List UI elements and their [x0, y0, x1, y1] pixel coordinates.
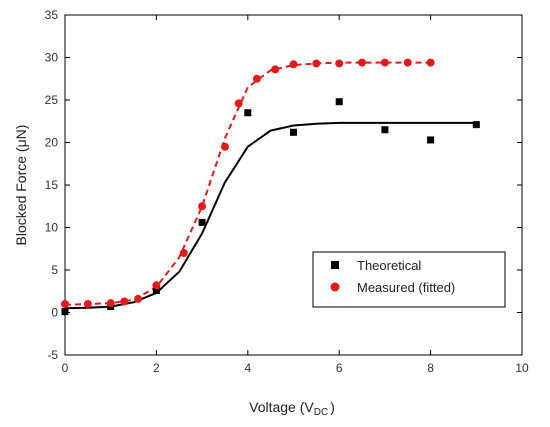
measured-point	[426, 58, 435, 67]
measured-point	[106, 299, 115, 308]
measured-point	[120, 297, 129, 306]
measured-point	[358, 58, 367, 67]
measured-point	[61, 300, 69, 308]
legend-marker-measured	[330, 282, 340, 292]
x-axis-title-subscript: DC	[314, 407, 328, 418]
measured-point	[289, 60, 298, 69]
x-tick-label: 4	[244, 361, 251, 375]
x-tick-label: 2	[153, 361, 160, 375]
theoretical-point	[335, 98, 343, 106]
measured-point	[252, 74, 261, 83]
x-tick-label: 0	[62, 361, 69, 375]
measured-point	[220, 142, 229, 151]
theoretical-point	[427, 136, 435, 144]
y-tick-label: 0	[51, 306, 58, 320]
y-tick-label: 10	[45, 221, 59, 235]
measured-point	[83, 300, 92, 308]
y-tick-label: -5	[47, 348, 58, 362]
y-tick-label: 15	[45, 178, 59, 192]
theoretical-point	[472, 121, 480, 129]
theoretical-point	[290, 128, 297, 136]
measured-point	[152, 281, 161, 290]
y-tick-label: 30	[45, 51, 59, 65]
y-axis-title: Blocked Force (μN)	[13, 125, 29, 246]
legend-label-theoretical: Theoretical	[357, 258, 421, 273]
x-axis-title: Voltage (VDC)	[249, 399, 335, 418]
measured-point	[134, 294, 143, 303]
measured-point	[198, 202, 207, 211]
theoretical-point	[198, 218, 206, 226]
legend-marker-theoretical	[331, 261, 339, 269]
y-tick-label: 5	[51, 263, 58, 277]
legend: Theoretical Measured (fitted)	[312, 251, 506, 308]
data-points	[61, 58, 480, 316]
y-tick-label: 20	[45, 136, 59, 150]
measured-fit-line	[64, 61, 431, 306]
measured-point	[380, 58, 389, 67]
measured-point	[234, 99, 243, 108]
theoretical-point	[152, 286, 160, 294]
theoretical-point	[244, 109, 252, 117]
x-tick-label: 10	[515, 361, 529, 375]
theoretical-point	[381, 126, 389, 134]
x-axis-title-end: )	[330, 399, 335, 415]
measured-point	[403, 58, 412, 67]
y-tick-label: 35	[45, 8, 59, 22]
theoretical-point	[61, 308, 69, 316]
measured-point	[335, 59, 344, 68]
x-tick-label: 8	[427, 361, 434, 375]
axes: 0 2 4 6 8 10 -5 0 5 10 15 20 25 30 35	[45, 8, 529, 375]
legend-label-measured: Measured (fitted)	[357, 280, 455, 295]
x-tick-label: 6	[336, 361, 343, 375]
measured-point	[179, 249, 188, 257]
measured-point	[271, 65, 280, 74]
y-tick-label: 25	[45, 93, 59, 107]
legend-box	[312, 251, 506, 308]
measured-point	[312, 59, 321, 68]
